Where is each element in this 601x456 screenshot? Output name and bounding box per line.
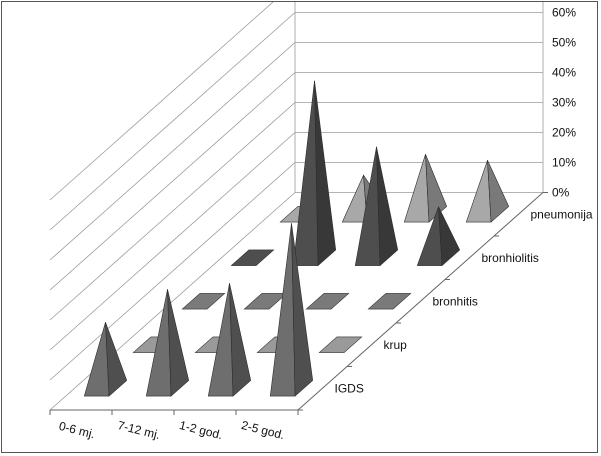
pyramid-side-face bbox=[487, 160, 510, 223]
pyramid-base-zero bbox=[318, 336, 363, 353]
y-tick-label: 60% bbox=[552, 6, 576, 20]
pyramid-base-zero bbox=[305, 293, 350, 310]
pyramid-base-zero bbox=[181, 293, 226, 310]
pyramid-front-face bbox=[465, 160, 492, 223]
pyramid-front-face bbox=[269, 223, 296, 397]
pyramid-base-zero bbox=[367, 293, 412, 310]
gridline bbox=[49, 12, 543, 231]
pyramid-front-face bbox=[403, 154, 430, 223]
pyramid-side-face bbox=[229, 283, 252, 397]
pyramid-side-face bbox=[105, 322, 128, 397]
pyramid-front-face bbox=[292, 80, 319, 266]
pyramid-front-face bbox=[341, 175, 368, 223]
series-label: bronhiolitis bbox=[482, 251, 539, 265]
x-tick-label: 0-6 mj. bbox=[57, 419, 96, 441]
pyramid-side-face bbox=[291, 223, 314, 397]
pyramid-side-face bbox=[438, 206, 461, 267]
y-tick-label: 50% bbox=[552, 36, 576, 50]
gridline bbox=[49, 2, 274, 201]
pyramid-base-zero bbox=[243, 293, 288, 310]
y-tick-label: 20% bbox=[552, 126, 576, 140]
series-label: pneumonija bbox=[531, 207, 593, 221]
y-tick-label: 0% bbox=[552, 186, 570, 200]
x-tick-label: 1-2 god. bbox=[178, 418, 224, 442]
y-tick-label: 10% bbox=[552, 156, 576, 170]
series-label: IGDS bbox=[335, 381, 364, 395]
x-tick-label: 2-5 god. bbox=[240, 418, 286, 442]
pyramid-side-face bbox=[314, 80, 337, 267]
pyramid-side-face bbox=[167, 289, 190, 397]
pyramid-side-face bbox=[376, 146, 399, 267]
series-label: bronhitis bbox=[433, 294, 478, 308]
y-tick-label: 40% bbox=[552, 66, 576, 80]
x-tick-label: 7-12 mj. bbox=[116, 418, 161, 442]
pyramid-side-face bbox=[425, 154, 448, 223]
gridline bbox=[49, 42, 543, 261]
pyramid-front-face bbox=[83, 322, 110, 397]
pyramid-base-zero bbox=[230, 249, 275, 266]
series-label: krup bbox=[384, 338, 408, 352]
y-tick-label: 30% bbox=[552, 96, 576, 110]
